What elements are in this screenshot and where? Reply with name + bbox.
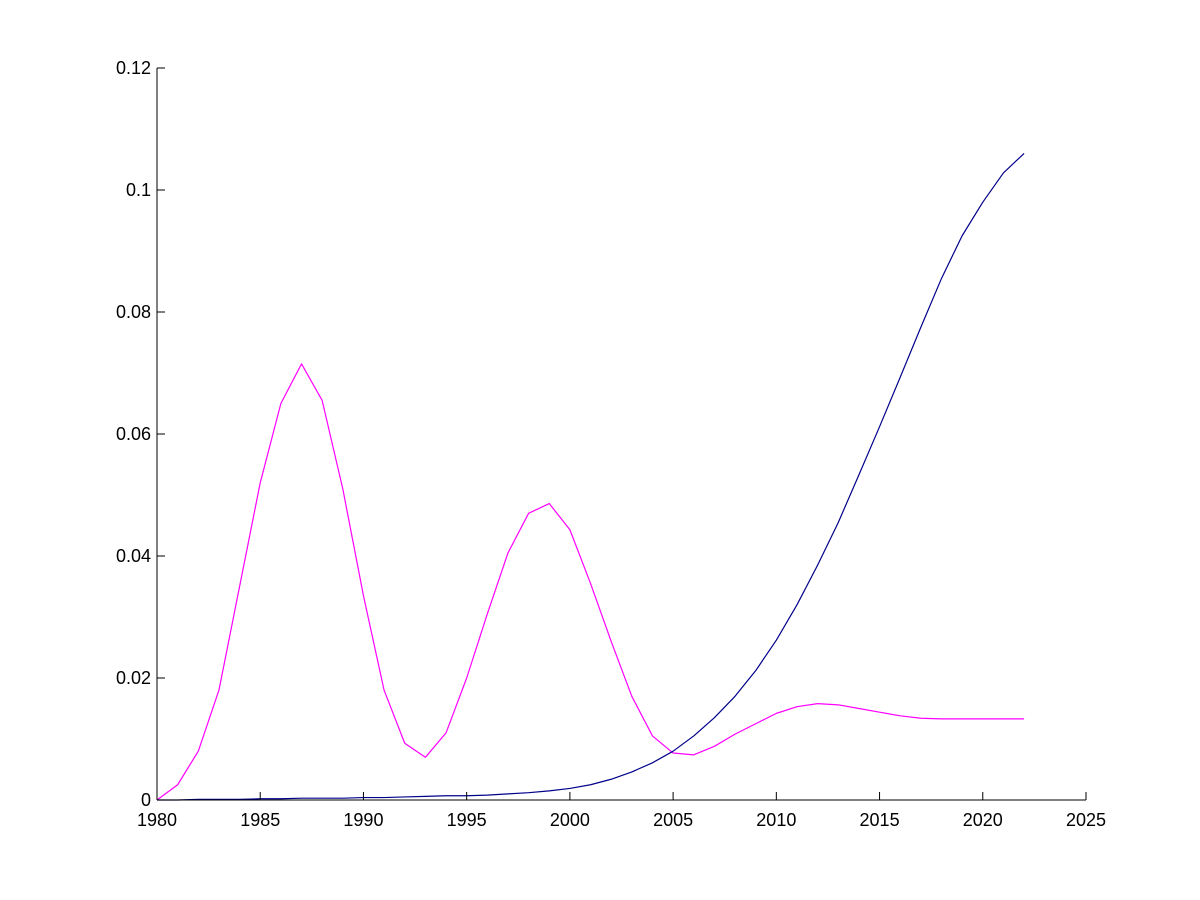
y-tick-label: 0.04 xyxy=(116,546,151,566)
x-tick-label: 2010 xyxy=(756,810,796,830)
x-tick-label: 1980 xyxy=(137,810,177,830)
y-tick-label: 0.02 xyxy=(116,668,151,688)
x-tick-label: 2000 xyxy=(550,810,590,830)
axes-layer: 1980 1985 1990 1995 2000 2005 2010 2015 2020 2025… xyxy=(116,58,1106,830)
x-tick-label: 2015 xyxy=(860,810,900,830)
series-layer xyxy=(156,152,1025,801)
x-tick-label: 2005 xyxy=(653,810,693,830)
x-tick-label: 1985 xyxy=(240,810,280,830)
x-tick-label: 2020 xyxy=(963,810,1003,830)
series-line-1 xyxy=(156,363,1025,801)
y-tick-label: 0.1 xyxy=(126,180,151,200)
y-tick-label: 0.06 xyxy=(116,424,151,444)
series-line-2 xyxy=(157,152,1025,801)
y-tick-label: 0.08 xyxy=(116,302,151,322)
y-tick-label: 0.12 xyxy=(116,58,151,78)
y-tick-label: 0 xyxy=(141,790,151,810)
x-tick-label: 1990 xyxy=(343,810,383,830)
x-tick-label: 2025 xyxy=(1066,810,1106,830)
x-tick-label: 1995 xyxy=(447,810,487,830)
